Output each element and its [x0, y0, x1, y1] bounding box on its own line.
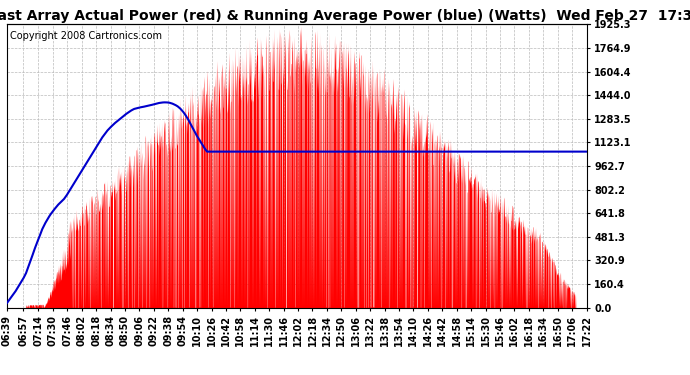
Text: Copyright 2008 Cartronics.com: Copyright 2008 Cartronics.com [10, 32, 161, 42]
Text: East Array Actual Power (red) & Running Average Power (blue) (Watts)  Wed Feb 27: East Array Actual Power (red) & Running … [0, 9, 690, 23]
